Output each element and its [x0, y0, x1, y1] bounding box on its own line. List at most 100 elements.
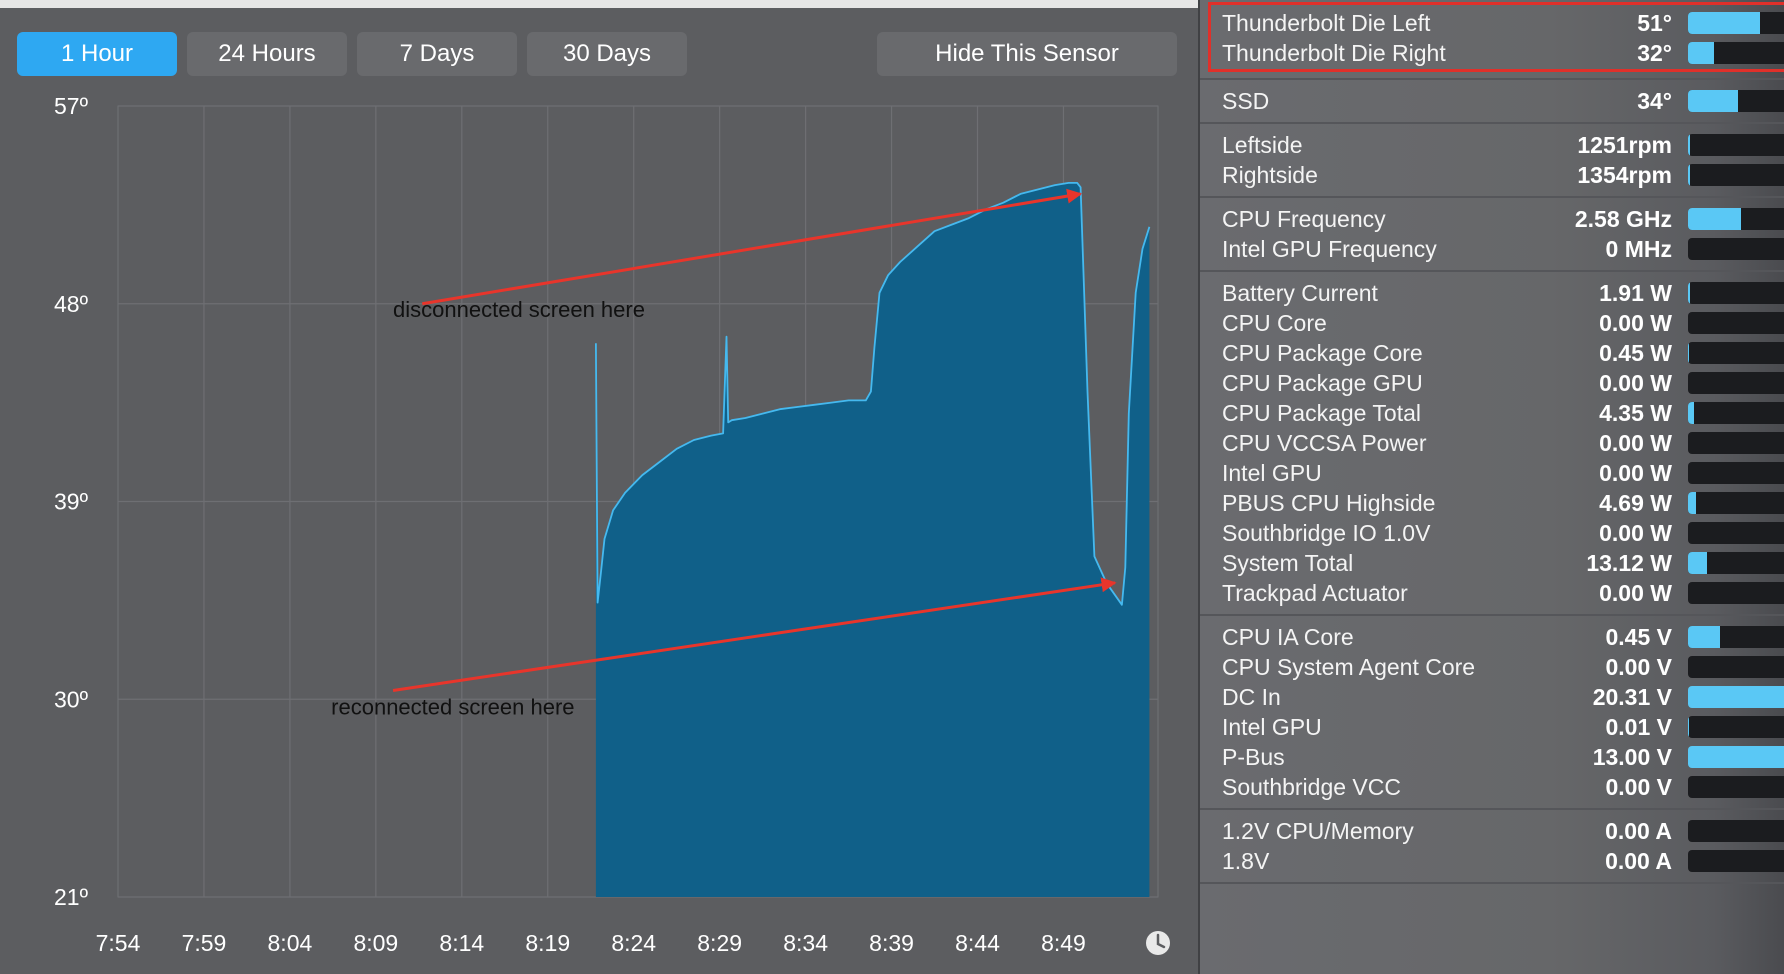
sensor-name: DC In	[1222, 683, 1281, 710]
sensor-level-bar	[1688, 686, 1784, 708]
sensor-row[interactable]: Thunderbolt Die Left 51°	[1200, 8, 1784, 38]
sensor-row[interactable]: System Total 13.12 W	[1200, 548, 1784, 578]
sensor-row[interactable]: Thunderbolt Die Right 32°	[1200, 38, 1784, 68]
sensor-level-bar	[1688, 462, 1784, 484]
sensor-level-bar	[1688, 134, 1784, 156]
sensor-row[interactable]: CPU IA Core 0.45 V	[1200, 622, 1784, 652]
sensor-name: CPU IA Core	[1222, 623, 1354, 650]
sensor-row[interactable]: Southbridge VCC 0.00 V	[1200, 772, 1784, 802]
sensor-level-fill	[1688, 552, 1707, 574]
sensor-name: Intel GPU Frequency	[1222, 235, 1437, 262]
sensor-level-bar	[1688, 850, 1784, 872]
x-tick-label: 8:44	[955, 930, 1000, 956]
sensor-level-bar	[1688, 164, 1784, 186]
sensor-row[interactable]: CPU Package Core 0.45 W	[1200, 338, 1784, 368]
sensor-value: 1354rpm	[1577, 161, 1672, 188]
sensor-level-bar	[1688, 402, 1784, 424]
sensor-row[interactable]: CPU Package GPU 0.00 W	[1200, 368, 1784, 398]
sensor-level-fill	[1688, 492, 1696, 514]
sensor-name: System Total	[1222, 549, 1354, 576]
sensor-row[interactable]: Intel GPU 0.00 W	[1200, 458, 1784, 488]
sensor-name: CPU Core	[1222, 309, 1327, 336]
x-tick-label: 7:59	[182, 930, 227, 956]
sensor-row[interactable]: CPU Frequency 2.58 GHz	[1200, 204, 1784, 234]
sensor-value: 1251rpm	[1577, 131, 1672, 158]
sensor-level-bar	[1688, 90, 1784, 112]
sensor-name: Southbridge IO 1.0V	[1222, 519, 1431, 546]
sensor-row[interactable]: PBUS CPU Highside 4.69 W	[1200, 488, 1784, 518]
range-24-hours-button[interactable]: 24 Hours	[187, 32, 347, 76]
sensor-row[interactable]: Leftside 1251rpm	[1200, 130, 1784, 160]
sensor-row[interactable]: Trackpad Actuator 0.00 W	[1200, 578, 1784, 608]
sensor-value: 20.31 V	[1592, 683, 1672, 710]
x-tick-label: 8:34	[783, 930, 828, 956]
sensor-level-bar	[1688, 656, 1784, 678]
sensor-value: 0.01 V	[1605, 713, 1673, 740]
sensor-row[interactable]: 1.2V CPU/Memory 0.00 A	[1200, 816, 1784, 846]
sensor-level-fill	[1688, 12, 1760, 34]
sensor-value: 4.35 W	[1599, 399, 1672, 426]
sensor-name: Intel GPU	[1222, 459, 1322, 486]
sensor-level-bar	[1688, 716, 1784, 738]
sensor-level-bar	[1688, 282, 1784, 304]
annotation-arrow	[422, 188, 1083, 306]
sensor-value: 0.45 V	[1605, 623, 1673, 650]
sensor-name: Trackpad Actuator	[1222, 579, 1408, 606]
sensor-level-fill	[1688, 716, 1690, 738]
sensor-group: 1.2V CPU/Memory 0.00 A 1.8V 0.00 A	[1200, 810, 1784, 884]
sensor-value: 0.00 A	[1605, 847, 1672, 874]
sensor-row[interactable]: P-Bus 13.00 V	[1200, 742, 1784, 772]
x-tick-label: 8:14	[439, 930, 484, 956]
sensor-level-bar	[1688, 372, 1784, 394]
sensor-name: P-Bus	[1222, 743, 1285, 770]
range-7-days-button[interactable]: 7 Days	[357, 32, 517, 76]
sensor-level-fill	[1688, 208, 1741, 230]
hide-sensor-button[interactable]: Hide This Sensor	[877, 32, 1177, 76]
range-1-hour-button[interactable]: 1 Hour	[17, 32, 177, 76]
sensor-name: CPU Package GPU	[1222, 369, 1423, 396]
sensor-row[interactable]: Southbridge IO 1.0V 0.00 W	[1200, 518, 1784, 548]
sensor-value: 0 MHz	[1605, 235, 1672, 262]
y-tick-label: 48º	[54, 291, 89, 317]
sensor-list: Thunderbolt Die Left 51° Thunderbolt Die R…	[1200, 0, 1784, 884]
sensor-value: 0.00 V	[1605, 773, 1673, 800]
sensor-level-fill	[1688, 342, 1690, 364]
sensor-row[interactable]: CPU Package Total 4.35 W	[1200, 398, 1784, 428]
sensor-value: 0.45 W	[1599, 339, 1672, 366]
clock-icon[interactable]	[1146, 931, 1170, 955]
x-tick-label: 7:54	[96, 930, 141, 956]
sensor-row[interactable]: CPU System Agent Core 0.00 V	[1200, 652, 1784, 682]
sensor-row[interactable]: CPU Core 0.00 W	[1200, 308, 1784, 338]
y-tick-label: 57º	[54, 93, 89, 119]
sensor-value: 0.00 W	[1599, 429, 1672, 456]
x-tick-label: 8:24	[611, 930, 656, 956]
sensor-row[interactable]: CPU VCCSA Power 0.00 W	[1200, 428, 1784, 458]
sensor-value: 0.00 W	[1599, 519, 1672, 546]
sensor-row[interactable]: Rightside 1354rpm	[1200, 160, 1784, 190]
sensor-value: 32°	[1637, 39, 1672, 66]
range-30-days-button[interactable]: 30 Days	[527, 32, 687, 76]
sensor-group: CPU IA Core 0.45 V CPU System Agent Core 0.…	[1200, 616, 1784, 810]
sensor-level-fill	[1688, 134, 1691, 156]
sensor-level-bar	[1688, 342, 1784, 364]
sensor-level-bar	[1688, 432, 1784, 454]
sensor-row[interactable]: DC In 20.31 V	[1200, 682, 1784, 712]
sensor-level-bar	[1688, 312, 1784, 334]
annotation-text: disconnected screen here	[393, 297, 645, 322]
x-tick-label: 8:29	[697, 930, 742, 956]
sensor-name: CPU System Agent Core	[1222, 653, 1476, 680]
sensor-row[interactable]: Battery Current 1.91 W	[1200, 278, 1784, 308]
sensor-group: Leftside 1251rpm Rightside 1354rpm	[1200, 124, 1784, 198]
sensor-row[interactable]: Intel GPU 0.01 V	[1200, 712, 1784, 742]
sensor-name: Thunderbolt Die Left	[1222, 9, 1431, 36]
annotation-arrow	[392, 577, 1117, 692]
sensor-row[interactable]: Intel GPU Frequency 0 MHz	[1200, 234, 1784, 264]
x-tick-label: 8:09	[353, 930, 398, 956]
x-tick-label: 8:39	[869, 930, 914, 956]
sensor-row[interactable]: SSD 34°	[1200, 86, 1784, 116]
sensor-value: 34°	[1637, 87, 1672, 114]
sensor-name: CPU VCCSA Power	[1222, 429, 1427, 456]
sensor-row[interactable]: 1.8V 0.00 A	[1200, 846, 1784, 876]
sensor-value: 0.00 W	[1599, 309, 1672, 336]
sensor-level-fill	[1688, 626, 1720, 648]
